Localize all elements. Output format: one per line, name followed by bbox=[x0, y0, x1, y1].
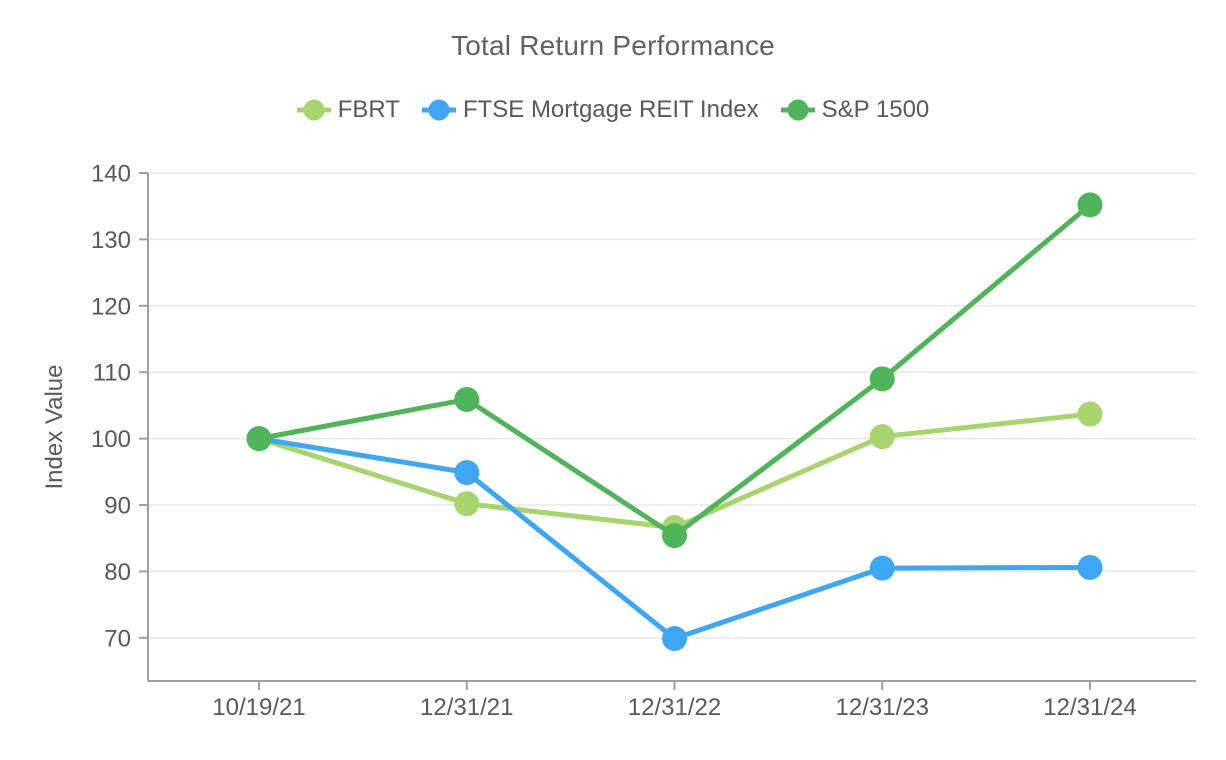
y-axis-title: Index Value bbox=[41, 365, 68, 490]
data-point-fbrt-12-31-24 bbox=[1077, 401, 1103, 427]
data-point-fbrt-12-31-21 bbox=[454, 491, 480, 517]
legend-marker-icon bbox=[780, 99, 815, 121]
data-point-s-p-1500-12-31-22 bbox=[662, 523, 687, 549]
y-tick-label: 90 bbox=[104, 493, 131, 520]
gridlines-layer bbox=[148, 172, 1196, 639]
series-layer bbox=[246, 192, 1103, 652]
legend-label: FBRT bbox=[337, 96, 400, 123]
x-tick-label: 10/19/21 bbox=[212, 694, 305, 721]
data-point-s-p-1500-12-31-23 bbox=[869, 366, 895, 392]
y-tick-label: 120 bbox=[91, 293, 131, 320]
series-s-p-1500 bbox=[246, 192, 1103, 549]
data-point-ftse-mortgage-reit-index-12-31-24 bbox=[1077, 554, 1103, 580]
legend-label: S&P 1500 bbox=[821, 96, 930, 123]
data-point-fbrt-12-31-23 bbox=[869, 424, 895, 450]
series-line-fbrt bbox=[256, 411, 1093, 531]
x-tick-label: 12/31/22 bbox=[628, 694, 721, 721]
y-tick-label: 140 bbox=[91, 161, 131, 188]
y-tick-label: 110 bbox=[93, 360, 131, 387]
x-tick-label: 12/31/23 bbox=[836, 694, 929, 721]
x-tick-label: 12/31/21 bbox=[420, 694, 513, 721]
x-tick-label: 12/31/24 bbox=[1043, 694, 1136, 721]
legend-item-s-p-1500[interactable]: S&P 1500 bbox=[780, 96, 930, 124]
legend-item-fbrt[interactable]: FBRT bbox=[296, 96, 400, 124]
y-tick-label: 70 bbox=[104, 625, 131, 652]
legend-label: FTSE Mortgage REIT Index bbox=[462, 96, 759, 123]
data-point-ftse-mortgage-reit-index-12-31-21 bbox=[454, 459, 480, 485]
data-point-s-p-1500-10-19-21 bbox=[246, 426, 272, 452]
data-point-ftse-mortgage-reit-index-12-31-23 bbox=[869, 555, 895, 581]
y-tick-label: 80 bbox=[104, 559, 131, 586]
chart-title: Total Return Performance bbox=[451, 30, 775, 61]
axes-layer bbox=[139, 172, 1196, 690]
y-tick-label: 130 bbox=[91, 227, 131, 254]
data-point-s-p-1500-12-31-21 bbox=[454, 386, 480, 412]
legend-marker-icon bbox=[296, 99, 331, 121]
legend-marker-icon bbox=[421, 99, 456, 121]
data-point-s-p-1500-12-31-24 bbox=[1077, 192, 1103, 218]
tick-labels-layer: 70 80 90 100 110 120 130 140 10/19/21 12/31/21 12/… bbox=[91, 161, 1137, 722]
series-fbrt bbox=[246, 401, 1103, 541]
y-tick-label: 100 bbox=[91, 426, 131, 453]
series-line-s-p-1500 bbox=[256, 202, 1093, 539]
chart-legend: FBRT FTSE Mortgage REIT Index S&P 1500 bbox=[0, 96, 1226, 124]
legend-item-ftse-mortgage-reit-index[interactable]: FTSE Mortgage REIT Index bbox=[421, 96, 759, 124]
data-point-ftse-mortgage-reit-index-12-31-22 bbox=[662, 626, 687, 652]
